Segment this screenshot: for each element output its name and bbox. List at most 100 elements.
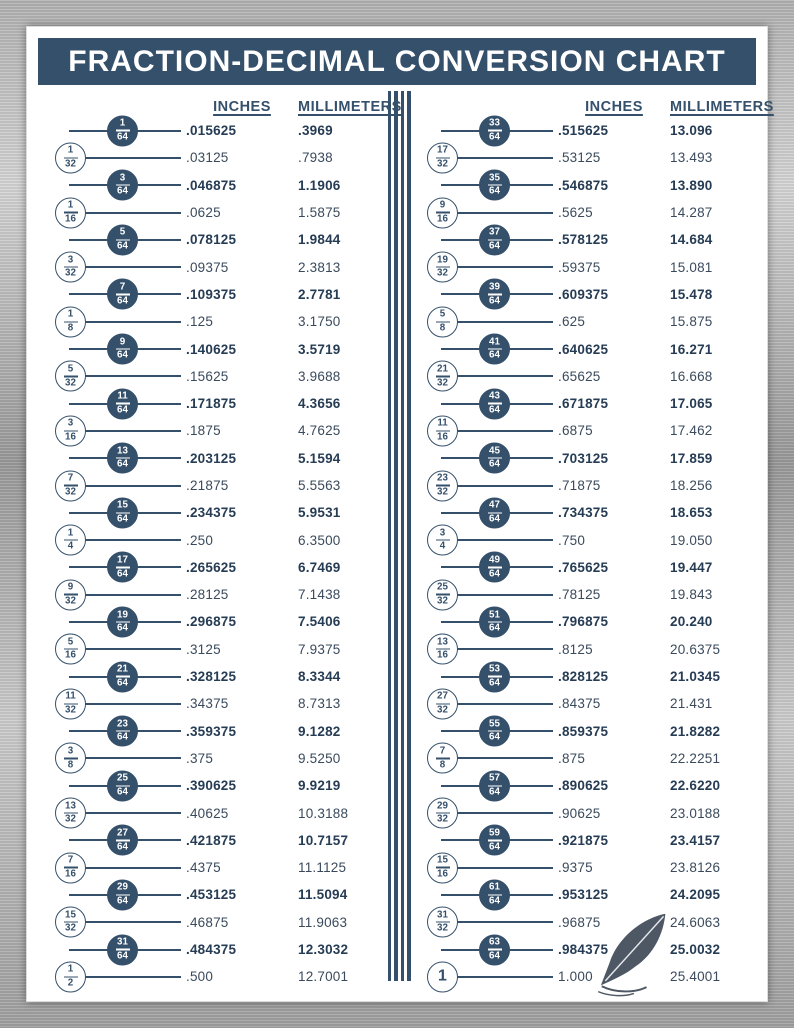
fraction-numerator: 29 <box>437 800 448 812</box>
inches-value: .359375 <box>186 723 237 739</box>
fraction-denominator: 32 <box>437 704 448 716</box>
inches-value: .453125 <box>186 887 237 903</box>
fraction-numerator: 19 <box>117 609 128 620</box>
fraction-cell: 31 32 <box>413 906 558 938</box>
inches-value: .53125 <box>558 150 601 166</box>
fraction-circle: 13 32 <box>55 797 86 829</box>
mm-value: 23.8126 <box>670 860 721 876</box>
inches-value: .9375 <box>558 860 593 876</box>
divider-line <box>387 91 391 981</box>
table-row: 57 64 .890625 22.6220 <box>413 770 757 802</box>
fraction-cell: 11 16 <box>413 415 558 447</box>
fraction-circle: 7 32 <box>55 470 86 501</box>
fraction-numerator: 3 <box>67 254 74 266</box>
inches-value: .375 <box>186 750 214 766</box>
fraction-circle: 25 32 <box>427 579 458 611</box>
fraction-denominator: 32 <box>437 813 448 825</box>
table-row: 23 64 .359375 9.1282 <box>41 715 385 747</box>
mm-value: 19.050 <box>670 532 713 548</box>
fraction-bar <box>115 402 130 405</box>
fraction-bar <box>63 812 78 814</box>
fraction-bar <box>435 539 450 541</box>
fraction-bar <box>63 266 78 268</box>
table-row: 27 32 .84375 21.431 <box>413 688 757 720</box>
fraction-circle: 9 16 <box>427 197 458 229</box>
fraction-bar <box>63 593 78 596</box>
row-leader-line <box>441 539 553 542</box>
table-row: 1 64 .015625 .3969 <box>41 115 385 147</box>
mm-value: 17.065 <box>670 396 713 412</box>
fraction-circle: 9 64 <box>107 333 138 365</box>
fraction-cell: 9 16 <box>413 197 558 229</box>
fraction-denominator: 64 <box>117 131 128 143</box>
row-leader-line <box>69 812 181 815</box>
table-row: 55 64 .859375 21.8282 <box>413 715 757 747</box>
inches-value: .3125 <box>186 641 221 657</box>
inches-value: .6875 <box>558 423 593 439</box>
fraction-denominator: 32 <box>437 595 448 607</box>
fraction-numerator: 39 <box>489 281 500 293</box>
mm-value: 3.9688 <box>298 368 341 384</box>
fraction-denominator: 16 <box>65 213 76 225</box>
fraction-cell: 1 32 <box>41 142 186 174</box>
fraction-bar <box>115 566 130 569</box>
inches-value: .953125 <box>558 887 609 903</box>
fraction-cell: 27 32 <box>413 688 558 720</box>
table-row: 19 32 .59375 15.081 <box>413 251 757 283</box>
table-row: 41 64 .640625 16.271 <box>413 333 757 365</box>
table-row: 3 64 .046875 1.1906 <box>41 169 385 201</box>
table-row: 3 4 .750 19.050 <box>413 524 757 556</box>
fraction-circle: 21 32 <box>427 360 458 392</box>
fraction-cell: 35 64 <box>413 169 558 201</box>
fraction-bar <box>115 894 130 896</box>
inches-value: .90625 <box>558 805 601 821</box>
inches-value: .859375 <box>558 723 609 739</box>
inches-value: .4375 <box>186 860 221 876</box>
fraction-circle: 9 32 <box>55 579 86 611</box>
mm-value: 8.7313 <box>298 696 341 712</box>
table-row: 51 64 .796875 20.240 <box>413 606 757 638</box>
inches-value: .875 <box>558 750 586 766</box>
fraction-numerator: 59 <box>489 827 500 839</box>
table-row: 15 64 .234375 5.9531 <box>41 497 385 529</box>
table-row: 3 32 .09375 2.3813 <box>41 251 385 283</box>
inches-value: .625 <box>558 314 586 330</box>
fraction-bar <box>487 785 502 787</box>
fraction-cell: 45 64 <box>413 442 558 474</box>
fraction-bar <box>487 184 502 186</box>
fraction-circle: 1 4 <box>55 524 86 556</box>
fraction-bar <box>487 675 502 678</box>
inches-value: .1875 <box>186 423 221 439</box>
left-table: INCHES MILLIMETERS 1 64 .015625 .3969 1 … <box>41 89 401 993</box>
inches-value: .84375 <box>558 696 601 712</box>
mm-value: 21.0345 <box>670 669 721 685</box>
mm-value: 16.271 <box>670 341 713 357</box>
mm-value: 3.1750 <box>298 314 341 330</box>
fraction-numerator: 15 <box>65 909 76 921</box>
fraction-denominator: 4 <box>67 540 74 552</box>
mm-value: 10.3188 <box>298 805 349 821</box>
fraction-cell: 59 64 <box>413 824 558 856</box>
fraction-cell: 21 32 <box>413 360 558 392</box>
mm-value: 3.5719 <box>298 341 341 357</box>
row-leader-line <box>69 320 181 323</box>
fraction-circle: 23 32 <box>427 470 458 501</box>
fraction-denominator: 64 <box>489 295 500 307</box>
fraction-denominator: 32 <box>65 704 76 716</box>
fraction-denominator: 32 <box>65 267 76 279</box>
fraction-denominator: 64 <box>489 677 500 689</box>
mm-value: 17.859 <box>670 450 713 466</box>
fraction-cell: 7 8 <box>413 742 558 774</box>
fraction-cell: 49 64 <box>413 551 558 583</box>
fraction-denominator: 32 <box>65 158 76 170</box>
table-row: 9 32 .28125 7.1438 <box>41 579 385 611</box>
inches-value: .65625 <box>558 368 601 384</box>
fraction-denominator: 32 <box>437 267 448 279</box>
row-leader-line <box>69 866 181 869</box>
row-leader-line <box>69 975 181 978</box>
table-row: 7 16 .4375 11.1125 <box>41 852 385 884</box>
row-leader-line <box>69 156 181 159</box>
fraction-circle: 3 16 <box>55 415 86 447</box>
fraction-denominator: 16 <box>65 649 76 661</box>
mm-value: 8.3344 <box>298 669 341 685</box>
